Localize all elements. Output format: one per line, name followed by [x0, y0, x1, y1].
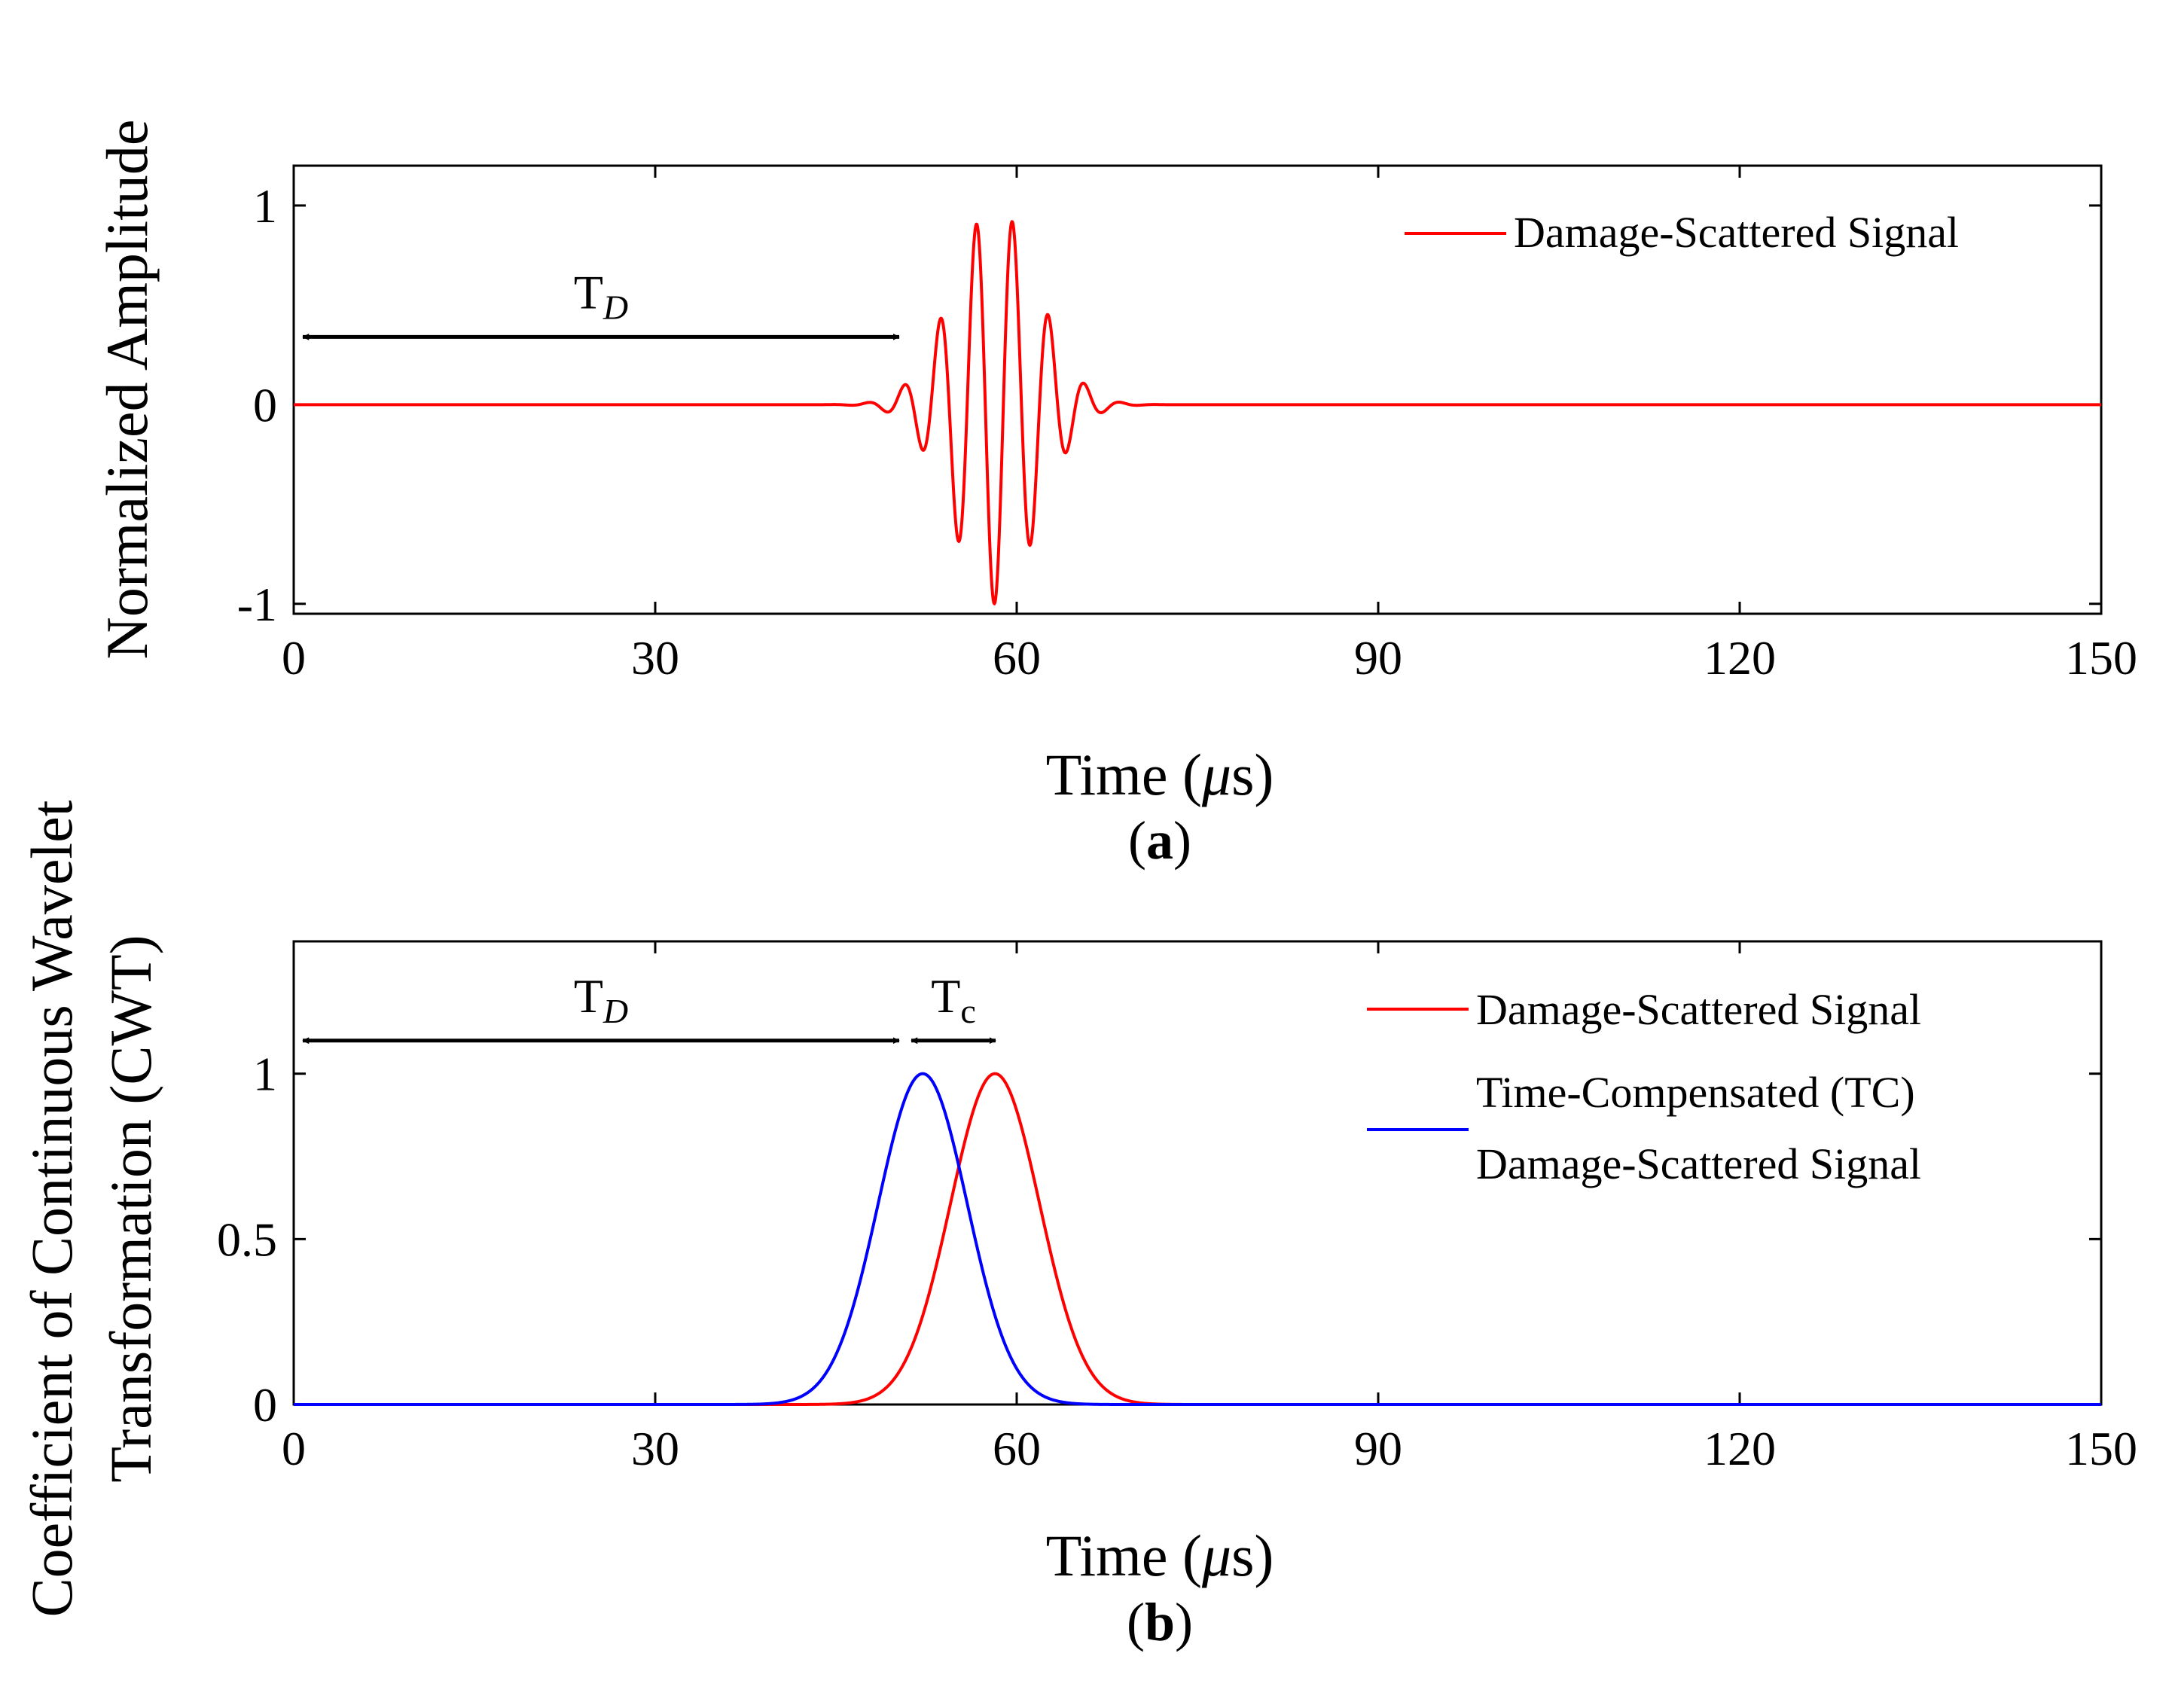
- x-tick-label: 120: [1704, 631, 1776, 685]
- panel-label-b: (b): [1127, 1592, 1193, 1652]
- x-tick-label: 60: [993, 1422, 1041, 1475]
- axis-ticks-b: [292, 941, 2103, 1406]
- x-tick-labels-b: 0 30 60 90 120 150: [282, 1422, 2137, 1475]
- x-axis-label-a: Time (μs): [1046, 742, 1274, 807]
- legend-b-label-damage: Damage-Scattered Signal: [1476, 985, 1921, 1034]
- legend-b: Damage-Scattered Signal Time-Compensated…: [1367, 985, 1921, 1188]
- annotation-label-TD: TD: [574, 969, 628, 1030]
- chart-panel-b: 0 30 60 90 120 150 00.51 TD Tc Damage-Scattere…: [19, 800, 2137, 1652]
- x-tick-label: 0: [282, 631, 306, 685]
- x-tick-label: 90: [1354, 1422, 1402, 1475]
- x-tick-label: 30: [631, 631, 679, 685]
- series-group-b: [292, 1072, 2103, 1406]
- y-axis-label-a: Normalized Amplitude: [94, 119, 160, 659]
- y-axis-label-b-line1: Coefficient of Continuous Wavelet: [19, 800, 84, 1617]
- y-tick-labels-b: 00.51: [217, 1048, 277, 1432]
- annotations-a: TD: [302, 265, 900, 340]
- x-tick-label: 150: [2065, 631, 2137, 685]
- x-axis-label-b: Time (μs): [1046, 1523, 1274, 1588]
- x-tick-label: 150: [2065, 1422, 2137, 1475]
- y-tick-label: 0: [253, 378, 277, 432]
- y-tick-labels-a: -1 0 1: [237, 179, 277, 631]
- series-line-b-0: [292, 1072, 2103, 1406]
- annotations-b: TD Tc: [302, 969, 996, 1045]
- legend-a-label-damage: Damage-Scattered Signal: [1514, 208, 1959, 257]
- x-tick-label: 120: [1704, 1422, 1776, 1475]
- series-line-b-1: [292, 1072, 2103, 1406]
- chart-panel-a: 0 30 60 90 120 150 -101 TD Damage-Scattered S…: [94, 119, 2137, 871]
- annotation-label-Tc: Tc: [931, 969, 976, 1030]
- legend-a: Damage-Scattered Signal: [1405, 208, 1959, 257]
- x-tick-label: 90: [1354, 631, 1402, 685]
- annotation-label-TD: TD: [574, 265, 628, 326]
- x-tick-label: 60: [993, 631, 1041, 685]
- panel-label-a: (a): [1128, 810, 1191, 871]
- plot-frame-a: [292, 164, 2103, 615]
- x-tick-label: 0: [282, 1422, 306, 1475]
- y-tick-label: -1: [237, 578, 277, 631]
- legend-b-label-tc-line2: Damage-Scattered Signal: [1476, 1139, 1921, 1188]
- y-axis-label-b-line2: Transformation (CWT): [98, 935, 163, 1482]
- y-tick-label: 0.5: [217, 1212, 277, 1266]
- series-line-a-0: [292, 220, 2103, 605]
- legend-b-label-tc-line1: Time-Compensated (TC): [1476, 1068, 1915, 1117]
- x-tick-labels-a: 0 30 60 90 120 150: [282, 631, 2137, 685]
- y-tick-label: 0: [253, 1378, 277, 1432]
- y-tick-label: 1: [253, 1048, 277, 1101]
- x-tick-label: 30: [631, 1422, 679, 1475]
- y-tick-label: 1: [253, 179, 277, 233]
- series-group-a: [292, 220, 2103, 605]
